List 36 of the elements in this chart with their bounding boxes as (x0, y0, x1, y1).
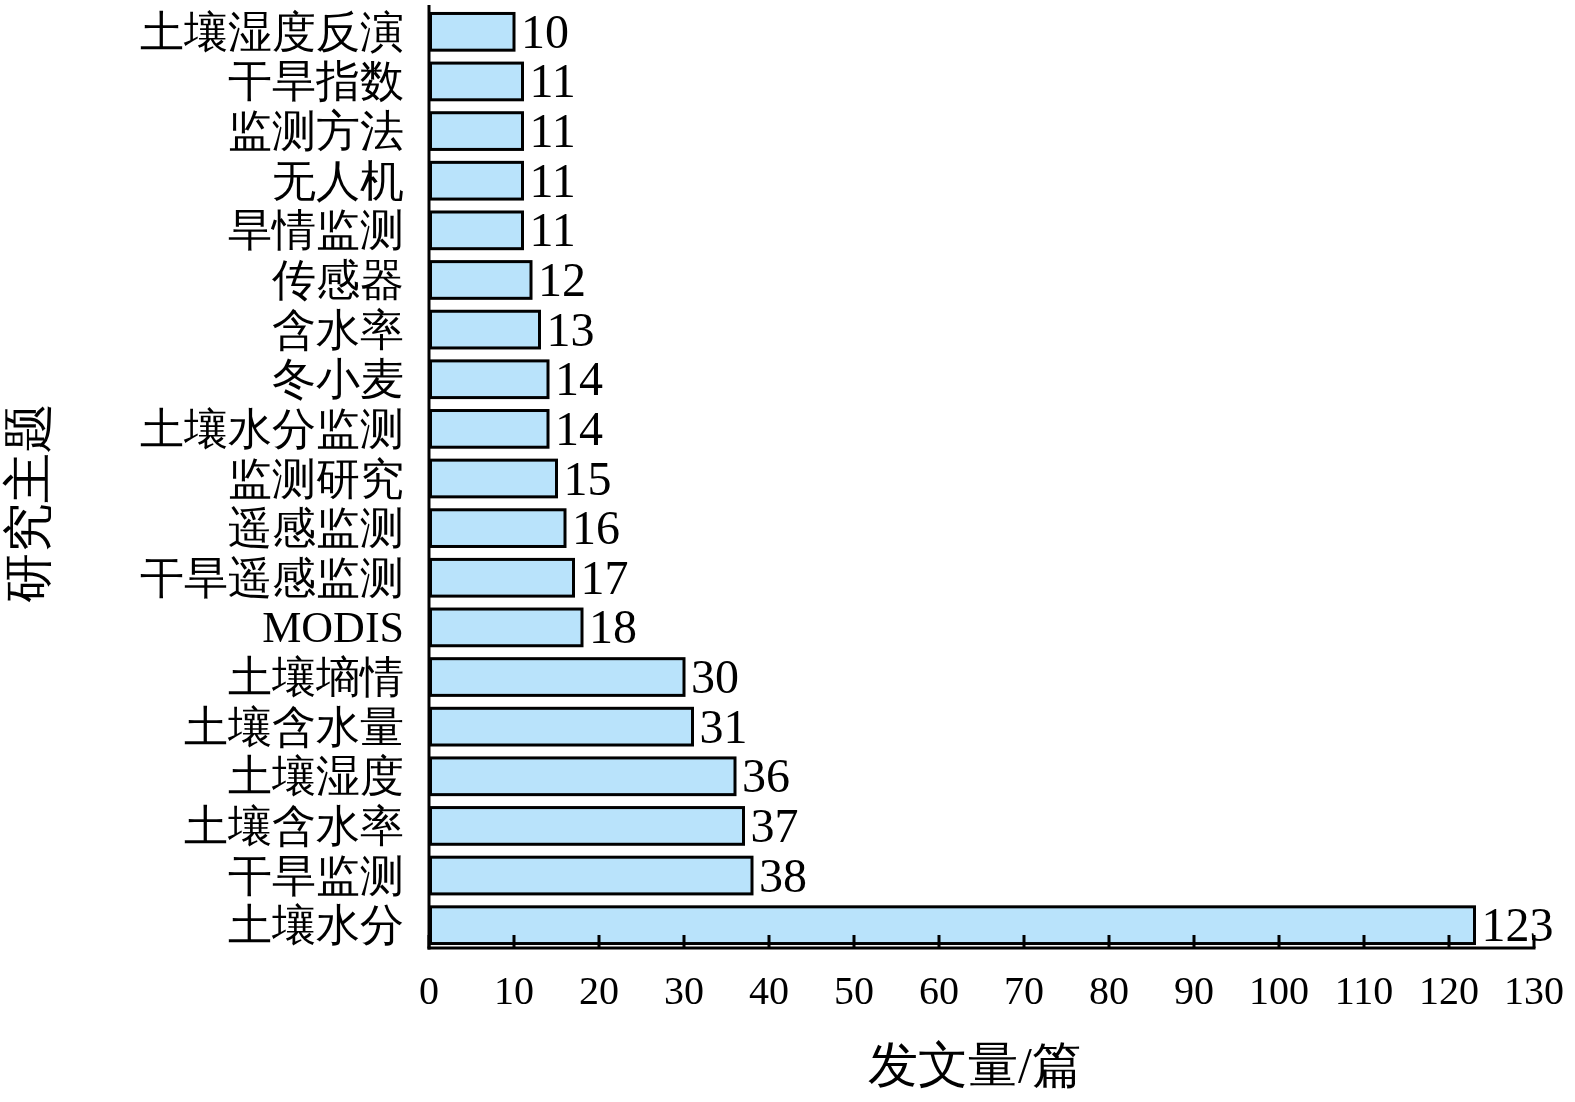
y-tick-label: 旱情监测 (228, 206, 404, 256)
x-tick-label: 100 (1249, 968, 1309, 1013)
y-tick-label: 干旱指数 (228, 57, 404, 107)
y-tick-label: 土壤水分 (228, 901, 404, 951)
y-tick-label: MODIS (262, 603, 404, 653)
y-tick-label: 干旱监测 (228, 851, 404, 901)
x-tick-label: 10 (494, 968, 534, 1013)
x-tick-label: 20 (579, 968, 619, 1013)
y-axis-title: 研究主题 (0, 403, 56, 603)
y-tick-label: 土壤湿度 (228, 752, 404, 802)
y-tick-label: 冬小麦 (272, 355, 404, 405)
x-tick-label: 80 (1089, 968, 1129, 1013)
y-tick-label: 无人机 (272, 156, 404, 206)
y-tick-label: 含水率 (272, 305, 404, 355)
x-tick-label: 30 (664, 968, 704, 1013)
x-tick-label: 110 (1334, 968, 1394, 1013)
x-tick-label: 130 (1504, 968, 1564, 1013)
y-tick-label: 监测研究 (228, 454, 404, 504)
x-tick-label: 90 (1174, 968, 1214, 1013)
y-tick-label: 干旱遥感监测 (140, 553, 404, 603)
x-tick-label: 40 (749, 968, 789, 1013)
y-tick-label: 土壤含水量 (184, 702, 404, 752)
y-tick-label: 传感器 (272, 255, 404, 305)
y-tick-label: 土壤湿度反演 (140, 7, 404, 57)
x-tick-label: 0 (419, 968, 439, 1013)
x-tick-label: 50 (834, 968, 874, 1013)
x-tick-label: 120 (1419, 968, 1479, 1013)
data-label: 123 (1481, 898, 1554, 952)
y-tick-label: 土壤含水率 (184, 801, 404, 851)
y-tick-label: 土壤墒情 (228, 653, 404, 703)
y-tick-label: 土壤水分监测 (140, 404, 404, 454)
x-axis-title: 发文量/篇 (868, 1037, 1082, 1093)
y-tick-label: 遥感监测 (228, 504, 404, 554)
y-tick-label: 监测方法 (228, 107, 404, 157)
x-tick-label: 60 (919, 968, 959, 1013)
x-tick-label: 70 (1004, 968, 1044, 1013)
